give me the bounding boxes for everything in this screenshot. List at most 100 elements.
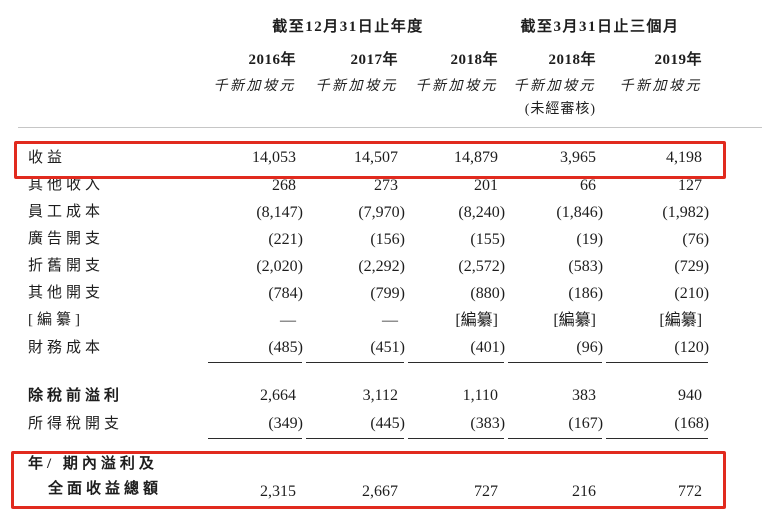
cell-value: (8,240) — [458, 203, 506, 221]
cell-value: 127 — [678, 176, 703, 194]
header-separator-line — [18, 127, 762, 128]
cell-value: 4,198 — [666, 149, 703, 166]
cell-value: 14,879 — [454, 149, 499, 166]
cell-value: (221) — [268, 230, 303, 248]
unit-header: 千新加坡元 — [315, 79, 398, 94]
cell-value: (155) — [470, 230, 506, 248]
empty-cell — [28, 42, 198, 72]
unit-header: 千新加坡元 — [513, 79, 597, 94]
cell-value: (186) — [568, 284, 604, 302]
year-header: 2016年 — [248, 52, 296, 68]
colgroup-year-ended-dec31: 截至12月31日止年度 — [272, 19, 424, 35]
cell-value: (401) — [398, 334, 505, 363]
row-label: 其他收入 — [28, 177, 105, 193]
table-row: 其他收入 268 273 201 66 127 — [28, 172, 702, 199]
cell-value: (2,572) — [458, 257, 506, 275]
cell-value: (96) — [498, 334, 603, 363]
cell-value: 268 — [272, 176, 296, 194]
unit-header: 千新加坡元 — [213, 79, 296, 94]
row-label: 除稅前溢利 — [28, 387, 124, 404]
cell-value: (210) — [674, 284, 710, 302]
cell-value: 201 — [474, 176, 499, 194]
table-row: 折舊開支 (2,020) (2,292) (2,572) (583) (729) — [28, 253, 710, 280]
cell-value: 273 — [374, 176, 398, 194]
cell-value: (880) — [470, 284, 506, 302]
cell-value: (156) — [370, 230, 405, 248]
table-row: [編纂] — — [編纂] [編纂] [編纂] — [28, 307, 702, 334]
year-header-row: 2016年 2017年 2018年 2018年 2019年 — [28, 42, 702, 72]
cell-value: (120) — [596, 334, 709, 363]
cell-value: — — [382, 311, 398, 329]
empty-cell — [28, 72, 198, 98]
cell-value: 727 — [398, 452, 505, 509]
spacer-row — [28, 120, 702, 144]
cell-value: (1,846) — [556, 203, 604, 221]
table-row: 收益 14,053 14,507 14,879 3,965 4,198 — [28, 144, 702, 172]
row-label: 其他開支 — [28, 285, 105, 301]
unit-header: 千新加坡元 — [415, 79, 499, 94]
spacer-row — [28, 362, 702, 382]
cell-value: (583) — [568, 257, 604, 275]
row-label: 折舊開支 — [28, 258, 105, 274]
cell-value: 2,664 — [260, 387, 296, 404]
cell-value: 3,965 — [560, 149, 597, 166]
unaudited-note-row: (未經審核) — [28, 98, 702, 120]
cell-value: 383 — [572, 387, 597, 404]
cell-value: (8,147) — [256, 203, 303, 221]
year-header: 2019年 — [654, 52, 703, 68]
cell-value: (729) — [674, 257, 710, 275]
cell-value: 2,667 — [296, 452, 404, 509]
table-row: 財務成本 (485) (451) (401) (96) (120) — [28, 334, 709, 363]
cell-value: (1,982) — [662, 203, 710, 221]
cell-value: (349) — [198, 410, 303, 439]
table-row: 其他開支 (784) (799) (880) (186) (210) — [28, 280, 710, 307]
unit-header: 千新加坡元 — [619, 79, 703, 94]
row-label: 年/ 期內溢利及 全面收益總額 — [28, 456, 163, 497]
year-header: 2017年 — [350, 52, 398, 68]
cell-value: 772 — [596, 452, 709, 509]
cell-value: 14,507 — [354, 149, 398, 166]
cell-value: (168) — [596, 410, 709, 439]
row-label: 廣告開支 — [28, 231, 105, 247]
spacer-row — [28, 438, 702, 452]
cell-value: (451) — [296, 334, 405, 363]
unit-header-row: 千新加坡元 千新加坡元 千新加坡元 千新加坡元 千新加坡元 — [28, 72, 702, 98]
row-label: 所得稅開支 — [28, 415, 124, 432]
cell-value: (485) — [198, 334, 303, 363]
cell-value: 940 — [678, 387, 703, 404]
cell-value: [編纂] — [659, 311, 703, 329]
year-header: 2018年 — [450, 52, 499, 68]
row-label: 財務成本 — [28, 339, 105, 356]
cell-value: (167) — [498, 410, 603, 439]
table-row: 員工成本 (8,147) (7,970) (8,240) (1,846) (1,982) — [28, 199, 710, 226]
row-label: [編纂] — [28, 312, 84, 328]
cell-value: [編纂] — [455, 311, 499, 329]
cell-value: (2,292) — [358, 257, 405, 275]
year-header: 2018年 — [548, 52, 597, 68]
cell-value: 14,053 — [252, 149, 296, 166]
colgroup-three-months-mar31: 截至3月31日止三個月 — [520, 19, 680, 35]
cell-value: (383) — [398, 410, 505, 439]
cell-value: 66 — [580, 176, 597, 194]
row-label: 員工成本 — [28, 204, 105, 220]
cell-value: (799) — [370, 284, 405, 302]
cell-value: (2,020) — [256, 257, 303, 275]
unaudited-note: (未經審核) — [524, 102, 597, 117]
cell-value: — — [280, 311, 296, 329]
table-row: 除稅前溢利 2,664 3,112 1,110 383 940 — [28, 382, 702, 410]
row-label: 收益 — [28, 149, 67, 166]
table-row: 所得稅開支 (349) (445) (383) (167) (168) — [28, 410, 709, 439]
financial-table: 截至12月31日止年度 截至3月31日止三個月 2016年 2017年 2018… — [28, 0, 710, 509]
cell-value: 1,110 — [462, 387, 499, 404]
table-row: 年/ 期內溢利及 全面收益總額 2,315 2,667 727 216 772 — [28, 452, 709, 509]
cell-value: (7,970) — [358, 203, 405, 221]
cell-value: 2,315 — [198, 452, 302, 509]
cell-value: 216 — [498, 452, 603, 509]
empty-cell — [28, 0, 198, 42]
empty-cell — [28, 98, 198, 120]
cell-value: [編纂] — [553, 311, 597, 329]
cell-value: 3,112 — [362, 387, 398, 404]
column-group-row: 截至12月31日止年度 截至3月31日止三個月 — [28, 0, 702, 42]
cell-value: (445) — [296, 410, 405, 439]
